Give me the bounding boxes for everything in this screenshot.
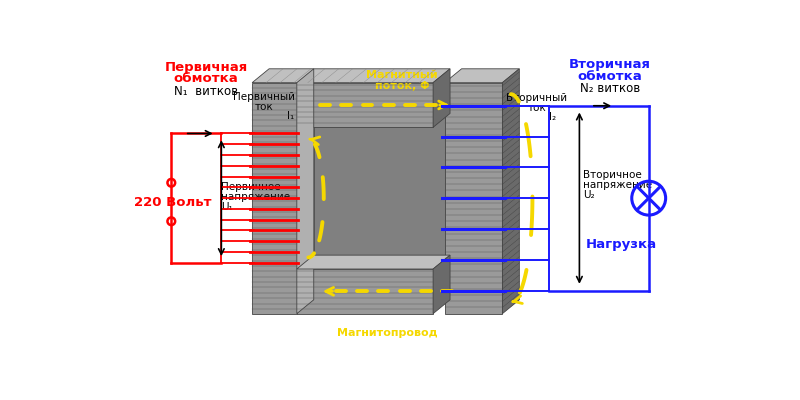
Text: ток: ток: [528, 103, 546, 113]
Text: 220 Вольт: 220 Вольт: [134, 196, 212, 208]
Polygon shape: [297, 83, 433, 127]
Text: обмотка: обмотка: [578, 70, 642, 83]
Text: Вторичная: Вторичная: [570, 58, 651, 72]
Text: Вторичный: Вторичный: [506, 93, 568, 103]
Text: I₁: I₁: [287, 111, 294, 121]
Text: Нагрузка: Нагрузка: [586, 238, 658, 251]
Polygon shape: [252, 83, 297, 314]
Polygon shape: [297, 69, 314, 314]
Polygon shape: [297, 269, 433, 314]
Text: N₂ витков: N₂ витков: [580, 82, 640, 95]
Polygon shape: [433, 255, 450, 314]
Polygon shape: [433, 69, 450, 127]
Text: I₂: I₂: [549, 112, 556, 122]
Text: Магнитопровод: Магнитопровод: [337, 328, 438, 338]
Text: N₁  витков: N₁ витков: [174, 85, 238, 98]
Polygon shape: [445, 83, 502, 314]
Text: напряжение: напряжение: [583, 180, 652, 190]
Polygon shape: [297, 255, 450, 269]
Text: Вторичное: Вторичное: [583, 170, 642, 180]
Text: Магнитный: Магнитный: [366, 70, 438, 80]
Text: Первичное: Первичное: [222, 182, 281, 192]
Text: ток: ток: [254, 102, 273, 112]
Polygon shape: [445, 69, 519, 83]
Text: U₁: U₁: [222, 202, 233, 212]
Polygon shape: [314, 114, 450, 255]
Polygon shape: [502, 69, 519, 314]
Text: Первичная: Первичная: [164, 61, 247, 74]
Text: напряжение: напряжение: [222, 192, 290, 202]
Polygon shape: [252, 69, 450, 83]
Text: Первичный: Первичный: [233, 92, 294, 102]
Text: обмотка: обмотка: [174, 72, 238, 85]
Text: поток, Φ: поток, Φ: [375, 81, 430, 91]
Text: U₂: U₂: [583, 190, 595, 200]
